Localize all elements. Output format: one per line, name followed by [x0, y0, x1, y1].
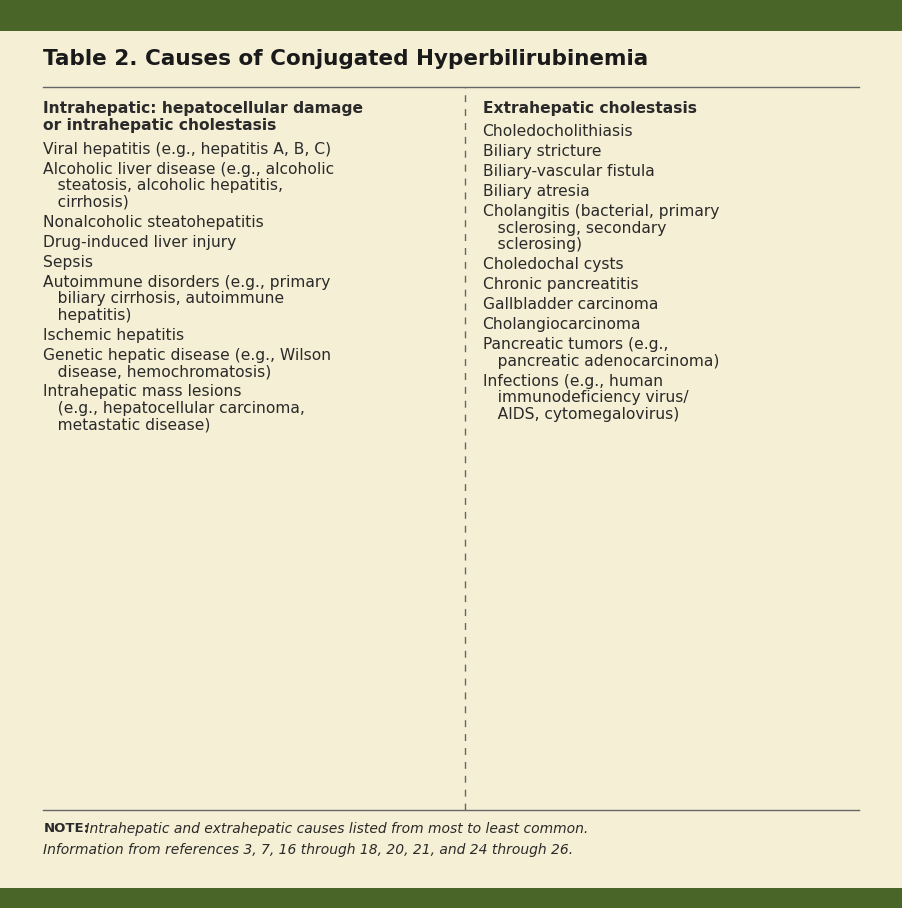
Text: cirrhosis): cirrhosis) [43, 194, 129, 210]
Text: Genetic hepatic disease (e.g., Wilson: Genetic hepatic disease (e.g., Wilson [43, 348, 331, 362]
Text: Intrahepatic mass lesions: Intrahepatic mass lesions [43, 384, 242, 399]
Text: Alcoholic liver disease (e.g., alcoholic: Alcoholic liver disease (e.g., alcoholic [43, 162, 335, 176]
Text: Intrahepatic: hepatocellular damage: Intrahepatic: hepatocellular damage [43, 101, 364, 116]
Text: hepatitis): hepatitis) [43, 308, 132, 322]
Text: Biliary stricture: Biliary stricture [483, 144, 601, 159]
Text: NOTE:: NOTE: [43, 822, 89, 835]
Text: Chronic pancreatitis: Chronic pancreatitis [483, 277, 639, 292]
Text: Sepsis: Sepsis [43, 254, 93, 270]
Text: Choledocholithiasis: Choledocholithiasis [483, 124, 633, 139]
Text: AIDS, cytomegalovirus): AIDS, cytomegalovirus) [483, 407, 679, 421]
Text: Cholangiocarcinoma: Cholangiocarcinoma [483, 317, 641, 332]
Text: Autoimmune disorders (e.g., primary: Autoimmune disorders (e.g., primary [43, 274, 331, 290]
Text: (e.g., hepatocellular carcinoma,: (e.g., hepatocellular carcinoma, [43, 400, 305, 416]
Text: Choledochal cysts: Choledochal cysts [483, 257, 623, 272]
Text: Nonalcoholic steatohepatitis: Nonalcoholic steatohepatitis [43, 214, 264, 230]
Text: Information from references 3, 7, 16 through 18, 20, 21, and 24 through 26.: Information from references 3, 7, 16 thr… [43, 844, 574, 857]
Text: Cholangitis (bacterial, primary: Cholangitis (bacterial, primary [483, 204, 719, 219]
Text: Biliary-vascular fistula: Biliary-vascular fistula [483, 164, 654, 179]
Text: Pancreatic tumors (e.g.,: Pancreatic tumors (e.g., [483, 337, 668, 352]
Text: immunodeficiency virus/: immunodeficiency virus/ [483, 390, 688, 405]
Text: sclerosing): sclerosing) [483, 237, 582, 252]
Text: Ischemic hepatitis: Ischemic hepatitis [43, 328, 184, 342]
Text: metastatic disease): metastatic disease) [43, 417, 211, 432]
Text: Infections (e.g., human: Infections (e.g., human [483, 374, 663, 389]
Text: Gallbladder carcinoma: Gallbladder carcinoma [483, 297, 658, 312]
Text: Drug-induced liver injury: Drug-induced liver injury [43, 234, 236, 250]
Text: steatosis, alcoholic hepatitis,: steatosis, alcoholic hepatitis, [43, 178, 283, 193]
Text: Intrahepatic and extrahepatic causes listed from most to least common.: Intrahepatic and extrahepatic causes lis… [81, 822, 588, 836]
Text: biliary cirrhosis, autoimmune: biliary cirrhosis, autoimmune [43, 291, 284, 306]
Text: disease, hemochromatosis): disease, hemochromatosis) [43, 364, 272, 379]
Text: or intrahepatic cholestasis: or intrahepatic cholestasis [43, 118, 277, 133]
Text: pancreatic adenocarcinoma): pancreatic adenocarcinoma) [483, 354, 719, 369]
Bar [0, 0, 902, 31]
Bar [0, 888, 902, 908]
Text: sclerosing, secondary: sclerosing, secondary [483, 221, 666, 236]
Text: Biliary atresia: Biliary atresia [483, 184, 589, 199]
Text: Table 2. Causes of Conjugated Hyperbilirubinemia: Table 2. Causes of Conjugated Hyperbilir… [43, 49, 649, 69]
Text: Viral hepatitis (e.g., hepatitis A, B, C): Viral hepatitis (e.g., hepatitis A, B, C… [43, 142, 331, 156]
Text: Extrahepatic cholestasis: Extrahepatic cholestasis [483, 101, 696, 116]
